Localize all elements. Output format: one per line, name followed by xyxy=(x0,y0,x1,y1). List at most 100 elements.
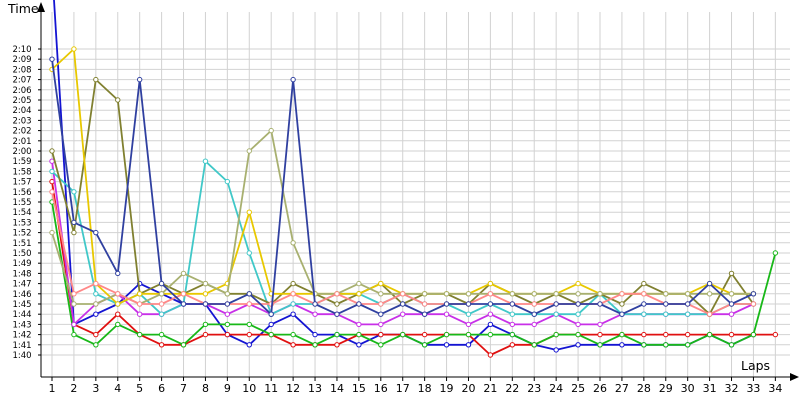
y-tick-label: 2:03 xyxy=(12,116,31,126)
data-point xyxy=(268,311,274,317)
data-point xyxy=(575,280,581,287)
data-point xyxy=(246,342,252,348)
data-point xyxy=(378,301,384,307)
x-tick-label: 32 xyxy=(725,382,739,395)
x-tick-label: 13 xyxy=(308,382,322,395)
data-point xyxy=(224,311,231,317)
data-point xyxy=(312,342,318,348)
x-tick-label: 10 xyxy=(242,382,256,395)
y-tick-label: 1:54 xyxy=(12,208,31,218)
data-point xyxy=(290,331,296,338)
data-point xyxy=(202,321,209,328)
x-tick-label: 31 xyxy=(703,382,717,395)
x-tick-label: 27 xyxy=(615,382,629,395)
data-point xyxy=(641,280,647,287)
data-point xyxy=(728,291,735,297)
data-point xyxy=(246,148,252,154)
data-point xyxy=(49,229,55,236)
data-point xyxy=(93,76,99,83)
data-point xyxy=(115,97,121,103)
data-point xyxy=(268,321,274,328)
y-tick-label: 2:07 xyxy=(12,76,31,86)
data-point xyxy=(443,331,450,338)
x-tick-label: 21 xyxy=(483,382,497,395)
y-tick-label: 2:02 xyxy=(12,127,31,137)
data-point xyxy=(443,301,450,307)
x-tick-label: 3 xyxy=(92,382,99,395)
data-point xyxy=(509,311,516,317)
data-point xyxy=(619,301,625,307)
series-line xyxy=(51,181,776,356)
data-point xyxy=(575,291,581,297)
data-point xyxy=(575,331,581,338)
y-tick-label: 1:45 xyxy=(12,300,31,310)
data-point xyxy=(378,342,384,348)
data-point xyxy=(268,331,274,338)
data-point xyxy=(400,291,406,297)
y-tick-label: 1:55 xyxy=(12,198,31,208)
data-point xyxy=(93,280,99,287)
data-point xyxy=(531,342,537,348)
data-point xyxy=(136,311,143,317)
data-point xyxy=(706,291,713,297)
data-point xyxy=(553,311,559,317)
data-point xyxy=(312,311,318,317)
data-point xyxy=(443,311,450,317)
data-point xyxy=(202,158,209,164)
data-point xyxy=(71,291,77,297)
axes: Time Laps xyxy=(7,1,799,381)
data-point xyxy=(728,331,735,338)
data-point xyxy=(619,342,625,348)
data-point xyxy=(246,209,252,215)
data-point xyxy=(597,321,603,328)
data-point xyxy=(575,301,581,307)
y-tick-label: 2:01 xyxy=(12,137,31,147)
data-point xyxy=(663,331,669,338)
data-point xyxy=(641,331,647,338)
y-tick-label: 1:44 xyxy=(12,310,31,320)
data-point xyxy=(728,342,735,348)
data-point xyxy=(641,291,647,297)
data-point xyxy=(290,311,296,317)
x-tick-label: 12 xyxy=(286,382,300,395)
data-point xyxy=(728,270,735,277)
y-tick-label: 1:57 xyxy=(12,178,31,188)
data-point xyxy=(93,291,99,297)
data-point xyxy=(180,342,187,348)
y-tick-label: 2:00 xyxy=(12,147,31,157)
data-point xyxy=(597,331,603,338)
data-point xyxy=(246,321,252,328)
data-point xyxy=(246,291,252,297)
x-tick-label: 25 xyxy=(571,382,585,395)
y-axis-title: Time xyxy=(7,1,39,16)
data-point xyxy=(290,301,296,307)
data-point xyxy=(115,291,121,297)
data-point xyxy=(202,291,209,297)
data-point xyxy=(641,342,647,348)
y-tick-label: 1:59 xyxy=(12,157,31,167)
data-point xyxy=(378,331,384,338)
data-point xyxy=(750,301,757,307)
data-point xyxy=(487,291,494,297)
x-tick-label: 6 xyxy=(158,382,165,395)
data-point xyxy=(290,291,296,297)
data-point xyxy=(487,311,494,317)
data-point xyxy=(509,321,516,328)
y-tick-label: 2:08 xyxy=(12,65,31,75)
data-point xyxy=(575,321,581,328)
y-tick-label: 2:05 xyxy=(12,96,31,106)
data-point xyxy=(71,301,77,307)
data-point xyxy=(49,56,55,62)
data-point xyxy=(378,321,384,328)
data-point xyxy=(334,301,340,307)
data-point xyxy=(421,331,428,338)
data-point xyxy=(158,280,165,287)
data-point xyxy=(202,301,209,307)
x-tick-label: 9 xyxy=(224,382,231,395)
data-point xyxy=(49,178,55,185)
x-tick-label: 11 xyxy=(264,382,278,395)
data-point xyxy=(531,301,537,307)
data-point xyxy=(158,331,165,338)
data-point xyxy=(71,46,77,52)
